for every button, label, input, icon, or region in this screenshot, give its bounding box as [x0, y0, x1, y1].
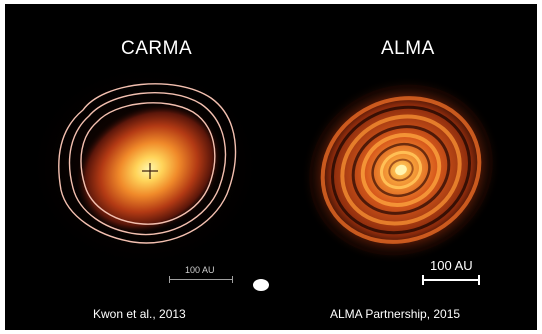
image-frame: CARMA ALMA 100 AU 100 AU Kwon et al., 20…: [5, 4, 537, 330]
star-position-cross: [142, 163, 158, 179]
alma-title: ALMA: [381, 38, 435, 59]
carma-contours: [58, 83, 237, 244]
alma-credit: ALMA Partnership, 2015: [330, 307, 461, 321]
carma-scale-label: 100 AU: [185, 265, 215, 275]
carma-disk: [25, 61, 265, 271]
beam-ellipse: [253, 279, 269, 291]
carma-title: CARMA: [121, 38, 193, 59]
observation-images: [25, 61, 502, 291]
alma-disk: [300, 76, 502, 264]
carma-credit: Kwon et al., 2013: [93, 307, 186, 321]
alma-scale-bar: [422, 275, 480, 285]
carma-scale-bar: [169, 276, 233, 283]
alma-scale-label: 100 AU: [430, 258, 473, 273]
